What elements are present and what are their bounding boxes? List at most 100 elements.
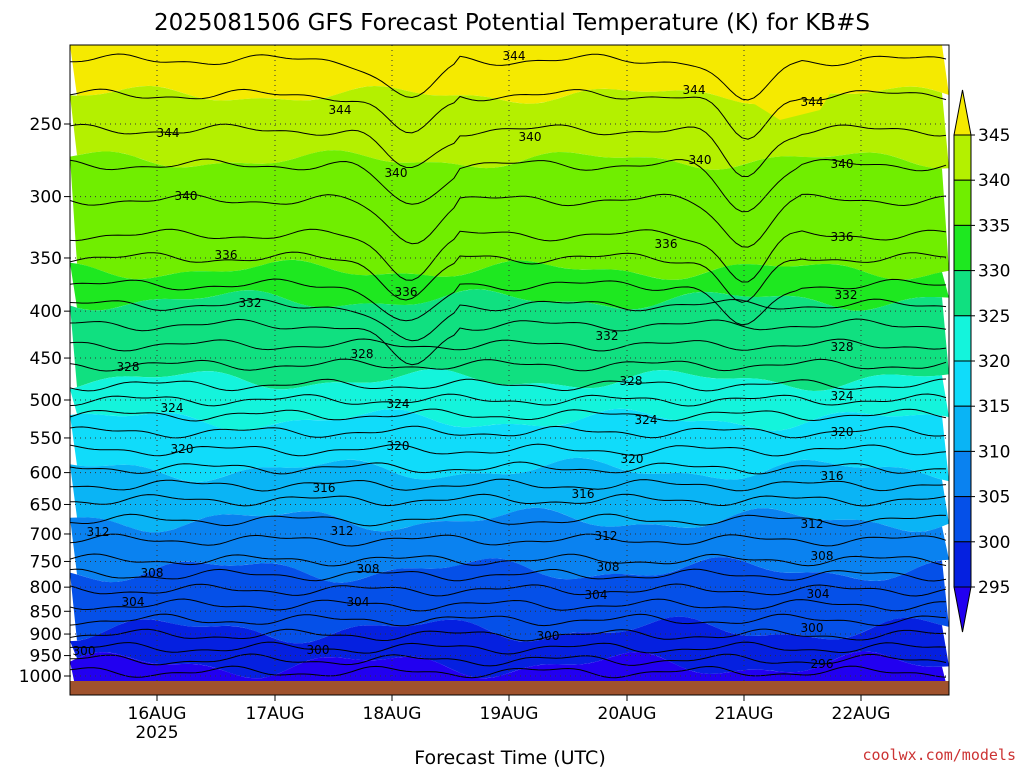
colorbar-bottom-arrow (953, 586, 972, 633)
x-tick-label: 21AUG (715, 704, 774, 724)
colorbar-segment (953, 450, 972, 498)
contour-label: 340 (385, 166, 408, 180)
contour-line (70, 665, 947, 679)
contour-label: 332 (835, 288, 858, 302)
contour-line (70, 88, 947, 140)
contour-label: 312 (801, 517, 824, 531)
contour-label: 336 (655, 237, 678, 251)
contour-label: 320 (387, 439, 410, 453)
y-tick-label: 300 (30, 188, 62, 208)
y-tick-label: 350 (30, 249, 62, 269)
contour-label: 336 (831, 230, 854, 244)
contour-label: 300 (801, 621, 824, 635)
contour-label: 340 (689, 153, 712, 167)
colorbar-label: 295 (978, 578, 1010, 598)
contour-label: 312 (595, 529, 618, 543)
contour-line (70, 318, 947, 366)
contour-line (70, 298, 947, 342)
colorbar-label: 330 (978, 262, 1010, 282)
chart-title: 2025081506 GFS Forecast Potential Temper… (154, 10, 870, 36)
colorbar-label: 325 (978, 307, 1010, 327)
temperature-band (70, 616, 949, 679)
y-tick-label: 800 (30, 578, 62, 598)
contour-line (70, 598, 946, 612)
contour-label: 324 (387, 397, 410, 411)
contour-label: 320 (831, 425, 854, 439)
x-tick-label: 20AUG (598, 704, 657, 724)
contour-label: 340 (519, 130, 542, 144)
x-axis: 2025 16AUG 17AUG 18AUG 19AUG 20AUG 21AUG 22AUG (128, 695, 891, 743)
contour-label: 324 (831, 389, 854, 403)
y-tick-label: 1000 (19, 667, 62, 687)
colorbar-segment (953, 541, 972, 588)
contour-label: 328 (831, 340, 854, 354)
ground-strip (70, 681, 949, 695)
colorbar-label: 320 (978, 352, 1010, 372)
y-tick-label: 850 (30, 602, 62, 622)
y-tick-label: 650 (30, 495, 62, 515)
contour-label: 344 (801, 95, 824, 109)
contour-line (70, 123, 947, 178)
x-tick-label: 22AUG (832, 704, 891, 724)
contour-line (70, 461, 947, 475)
colorbar-segment (953, 496, 972, 543)
contour-line (70, 653, 947, 667)
contour-label: 328 (117, 360, 140, 374)
contour-label: 332 (596, 329, 619, 343)
contour-label: 316 (572, 487, 595, 501)
colorbar-label: 335 (978, 216, 1010, 236)
contour-label: 324 (635, 413, 658, 427)
y-tick-label: 450 (30, 349, 62, 369)
contour-line (70, 393, 947, 407)
contour-label: 304 (347, 595, 370, 609)
contour-line (70, 425, 947, 439)
colorbar-segment (953, 270, 972, 317)
temperature-band (70, 368, 949, 431)
contour-label: 320 (171, 442, 194, 456)
contour-label: 336 (215, 248, 238, 262)
contour-label: 304 (585, 588, 608, 602)
x-year-label: 2025 (135, 723, 178, 743)
contour-label: 308 (357, 562, 380, 576)
contour-label: 336 (395, 285, 418, 299)
grid-lines (70, 45, 949, 695)
contour-label: 312 (87, 525, 110, 539)
contour-label: 304 (807, 587, 830, 601)
y-tick-label: 950 (30, 647, 62, 667)
x-tick-label: 16AUG (128, 704, 187, 724)
contour-labels: 344 344 344 344 344 340 340 340 340 340 336 336 336 3… (73, 49, 858, 671)
contour-line (70, 408, 947, 422)
contour-label: 300 (73, 644, 96, 658)
colorbar-label: 315 (978, 397, 1010, 417)
contour-label: 344 (329, 103, 352, 117)
contour-line (70, 641, 947, 655)
contour-label: 324 (161, 401, 184, 415)
contour-label: 304 (122, 595, 145, 609)
colorbar-segment (953, 179, 972, 226)
y-tick-label: 550 (30, 429, 62, 449)
contour-label: 300 (307, 643, 330, 657)
x-tick-label: 19AUG (480, 704, 539, 724)
colorbar-segment (953, 315, 972, 362)
contour-lines (70, 53, 947, 679)
contour-line (70, 583, 947, 597)
y-tick-label: 900 (30, 625, 62, 645)
contour-line (70, 378, 947, 392)
contour-label: 328 (620, 374, 643, 388)
contour-label: 308 (141, 566, 164, 580)
x-axis-title: Forecast Time (UTC) (414, 747, 605, 768)
colorbar-segment (953, 360, 972, 407)
contour-line (70, 53, 947, 101)
contour-line (70, 553, 947, 567)
colorbar-label: 305 (978, 488, 1010, 508)
contour-label: 320 (621, 452, 644, 466)
y-tick-label: 250 (30, 115, 62, 135)
colorbar-segment (953, 224, 972, 272)
contour-line (70, 278, 947, 326)
x-tick-label: 17AUG (246, 704, 305, 724)
contour-line (70, 338, 947, 352)
contour-line (70, 478, 947, 492)
contour-line (70, 158, 947, 213)
y-tick-label: 700 (30, 525, 62, 545)
